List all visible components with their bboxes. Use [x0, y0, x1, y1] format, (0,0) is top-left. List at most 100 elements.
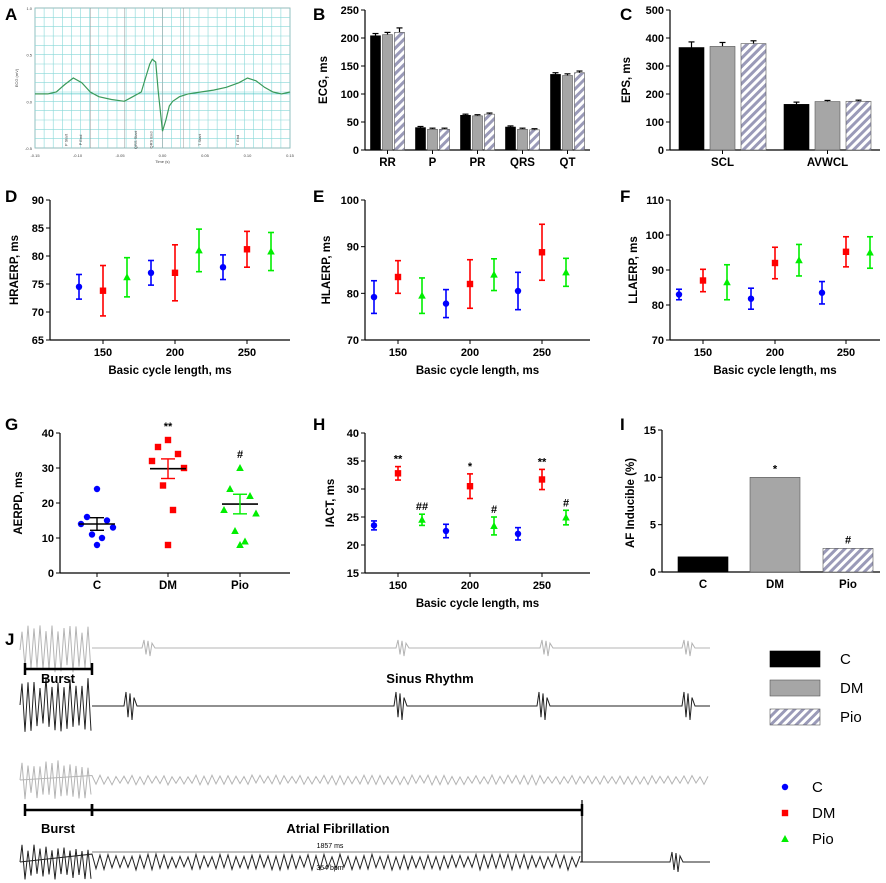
- panel-i-significance: *: [773, 463, 778, 475]
- ecg-y-axis-label: ECG (mV): [14, 68, 19, 87]
- panel-h-significance-Pio: #: [563, 497, 569, 509]
- panel-label-D: D: [5, 187, 17, 206]
- panel-b-x-tick-label: QT: [560, 157, 576, 169]
- panel-c-y-tick-label: 400: [646, 33, 664, 45]
- panel-g-point-Pio: [226, 485, 234, 492]
- panel-h-y-tick-label: 20: [347, 540, 359, 552]
- panel-f-point-Pio-250: [866, 248, 874, 256]
- panel-b-y-axis-label: ECG, ms: [318, 56, 330, 104]
- panel-b-bar-Pio-PR: [484, 113, 495, 151]
- panel-label-I: I: [620, 415, 625, 434]
- panel-f-y-axis-label: LLAERP, ms: [628, 236, 640, 304]
- panel-i-x-tick-label: Pio: [839, 579, 857, 591]
- panel-e-y-tick-label: 90: [347, 242, 359, 254]
- legend-swatch-C: [769, 650, 821, 668]
- panel-h-point-Pio-200: [490, 521, 498, 529]
- legend-label-Pio: Pio: [840, 709, 862, 726]
- panel-d-point-DM-200: [171, 269, 179, 276]
- panel-h-point-Pio-250: [562, 513, 570, 521]
- panel-f-point-C-250: [818, 289, 826, 296]
- trace-sinus-black-2: [580, 851, 710, 873]
- panel-g-point-Pio: [220, 506, 228, 513]
- panel-c-y-tick-label: 100: [646, 117, 664, 129]
- panel-d-y-tick-label: 70: [32, 307, 44, 319]
- panel-h-y-tick-label: 40: [347, 428, 359, 440]
- panel-g-point-C: [83, 513, 91, 521]
- panel-h-x-tick-label: 200: [461, 580, 479, 592]
- ecg-y-tick-label: 0.5: [26, 53, 32, 58]
- panel-b-bar-DM-RR: [382, 34, 393, 151]
- ecg-y-tick-label: -0.5: [25, 146, 33, 151]
- ecg-trace: [35, 58, 291, 132]
- panel-f-point-C-150: [675, 291, 683, 298]
- panel-d-x-tick-label: 150: [94, 347, 112, 359]
- panel-b-bar-Pio-RR: [394, 32, 405, 151]
- panel-d-y-tick-label: 80: [32, 251, 44, 263]
- panel-g-point-Pio: [236, 541, 244, 548]
- panel-e-point-DM-150: [394, 273, 402, 281]
- panel-b-bar-C-RR: [370, 35, 381, 151]
- panel-e-x-tick-label: 200: [461, 347, 479, 359]
- panel-g-point-DM: [148, 457, 156, 465]
- panel-h-point-Pio-150: [418, 515, 426, 523]
- panel-g-point-Pio: [231, 527, 239, 534]
- panel-i-y-tick-label: 0: [650, 567, 656, 579]
- ecg-x-tick-label: -0.15: [30, 153, 40, 158]
- panel-b-bar-C-QRS: [505, 126, 516, 151]
- panel-c-y-tick-label: 300: [646, 61, 664, 73]
- legend-label-C: C: [840, 651, 851, 668]
- panel-d-point-Pio-150: [123, 273, 131, 281]
- ecg-annotation: P Start: [63, 133, 68, 146]
- ecg-x-tick-label: 0.00: [159, 153, 168, 158]
- panel-f-point-Pio-200: [795, 256, 803, 264]
- panel-b-bar-DM-QT: [562, 75, 573, 151]
- panel-f-x-tick-label: 150: [694, 347, 712, 359]
- panel-d-x-axis-label: Basic cycle length, ms: [108, 365, 231, 377]
- panel-d-y-axis-label: HRAERP, ms: [9, 235, 21, 305]
- panel-f-x-axis-label: Basic cycle length, ms: [713, 365, 836, 377]
- panel-h-y-tick-label: 15: [347, 568, 359, 580]
- panel-e-y-tick-label: 100: [341, 195, 359, 207]
- legend-marker-DM: [781, 809, 789, 817]
- panel-h-significance-Pio: #: [491, 504, 497, 516]
- trace-burst-black-2: [19, 844, 92, 880]
- legend-label-C: C: [812, 779, 823, 796]
- panel-b-bar-DM-QRS: [517, 128, 528, 151]
- panel-f-point-DM-150: [699, 277, 707, 284]
- panel-b-y-tick-label: 100: [341, 89, 359, 101]
- panel-c-bar-Pio-SCL: [740, 43, 767, 151]
- ecg-x-tick-label: 0.15: [286, 153, 295, 158]
- panel-c-y-axis-label: EPS, ms: [621, 57, 633, 103]
- panel-h-y-axis-label: IACT, ms: [325, 479, 337, 528]
- panel-g-point-DM: [164, 541, 172, 549]
- panel-b-y-tick-label: 150: [341, 61, 359, 73]
- panel-i-significance: #: [845, 534, 851, 546]
- panel-c-x-tick-label: SCL: [711, 157, 734, 169]
- panel-g-point-C: [98, 534, 106, 542]
- panel-g-point-C: [93, 541, 101, 549]
- panel-e-point-Pio-150: [418, 291, 426, 299]
- panel-h-point-C-150: [370, 522, 378, 529]
- panel-g-point-C: [103, 517, 111, 524]
- panel-b-bar-Pio-QT: [574, 72, 585, 151]
- panel-g-x-tick-label: Pio: [231, 580, 249, 592]
- trace-burst-black-1: [19, 677, 92, 732]
- panel-c-bar-Pio-AVWCL: [845, 100, 872, 151]
- panel-d-point-DM-250: [243, 246, 251, 253]
- panel-h-x-tick-label: 150: [389, 580, 407, 592]
- panel-h-point-DM-200: [466, 483, 474, 490]
- duration-label: 1857 ms: [317, 843, 344, 850]
- trace-burst-gray-1: [19, 625, 92, 673]
- panel-g-y-tick-label: 20: [42, 498, 54, 510]
- panel-h-point-C-200: [442, 527, 450, 535]
- trace-sinus-gray: [92, 639, 710, 657]
- panel-i-y-tick-label: 10: [644, 472, 656, 484]
- panel-g-point-DM: [164, 436, 172, 444]
- panel-d-point-DM-150: [99, 287, 107, 294]
- panel-i-y-axis-label: AF Inducible (%): [625, 458, 637, 548]
- panel-h-point-C-250: [514, 530, 522, 537]
- legend-swatch-DM: [769, 679, 821, 697]
- panel-c-y-tick-label: 0: [658, 145, 664, 157]
- panel-g-y-tick-label: 40: [42, 428, 54, 440]
